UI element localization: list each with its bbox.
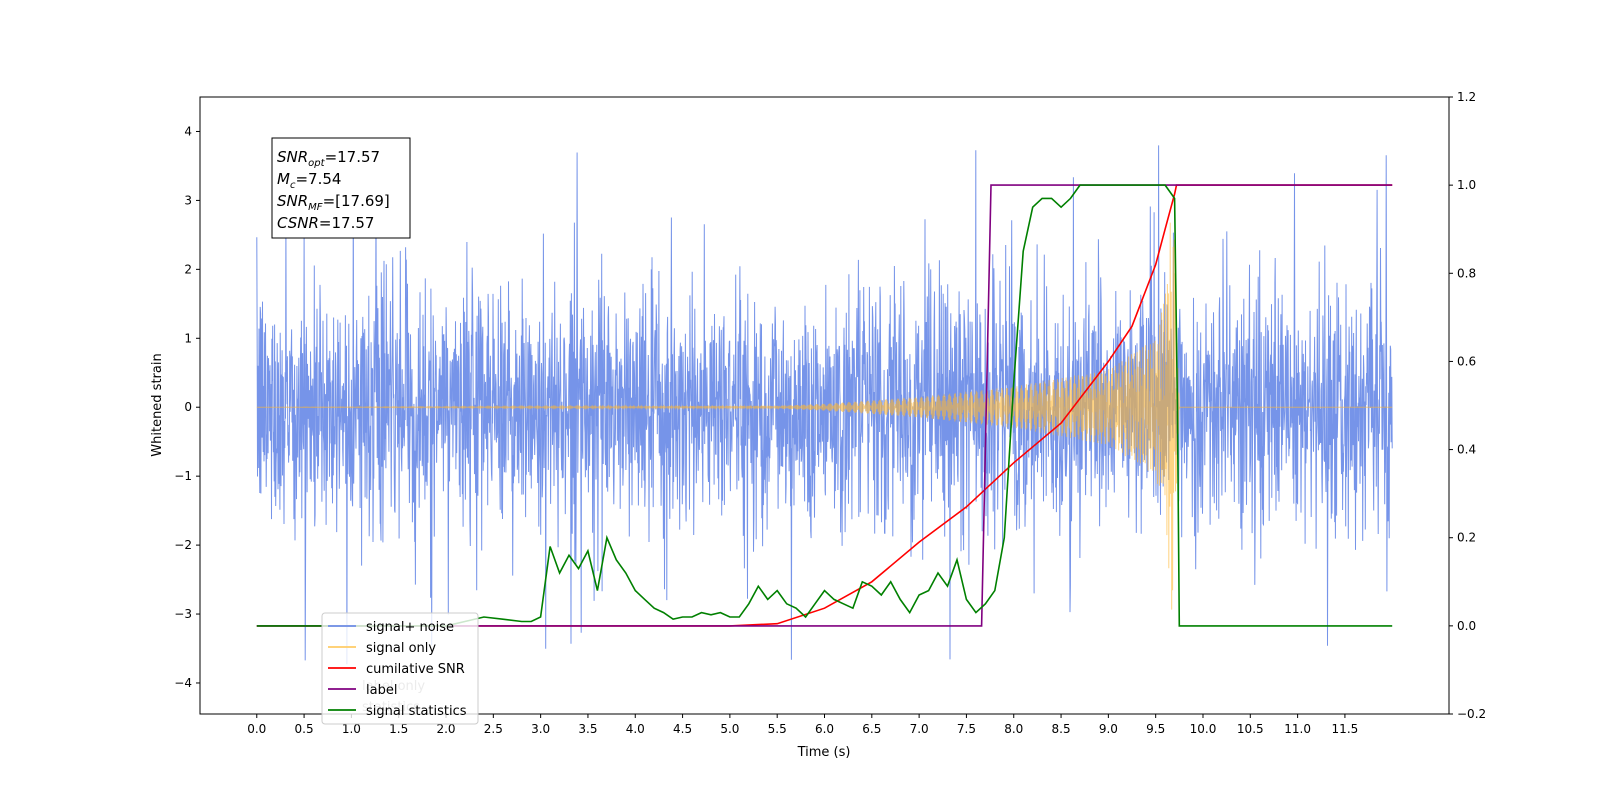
annotation-line: CSNR=17.57 <box>277 214 374 232</box>
y-left-tick-label: −2 <box>174 538 192 552</box>
x-tick-label: 7.5 <box>957 722 976 736</box>
y-right-tick-label: 0.4 <box>1457 443 1476 457</box>
x-axis-label: Time (s) <box>797 745 851 760</box>
y-right-tick-label: 0.6 <box>1457 354 1476 368</box>
y-left-tick-label: 2 <box>184 262 192 276</box>
x-tick-label: 2.0 <box>436 722 455 736</box>
annotation-frame <box>271 137 411 239</box>
x-tick-label: 5.5 <box>768 722 787 736</box>
metrics-annotation-box: SNRopt=17.57Mc=7.54SNRMF=[17.69]CSNR=17.… <box>271 137 411 239</box>
legend: label onlystatisticssignal+ noisesignal … <box>321 612 479 725</box>
x-tick-label: 2.5 <box>484 722 503 736</box>
x-tick-label: 6.0 <box>815 722 834 736</box>
y-axis-left: −4 −3 −2 −1 0 1 2 3 4 <box>174 124 200 690</box>
series-signal-only <box>256 222 1393 610</box>
y-right-tick-label: 0.8 <box>1457 266 1476 280</box>
y-axis-right: −0.2 0.0 0.2 0.4 0.6 0.8 1.0 1.2 <box>1449 90 1486 721</box>
x-tick-label: 8.5 <box>1052 722 1071 736</box>
x-tick-label: 4.0 <box>626 722 645 736</box>
series-signal-plus-noise <box>256 145 1393 665</box>
y-right-tick-label: −0.2 <box>1457 707 1486 721</box>
legend-entry-label: signal statistics <box>366 704 467 719</box>
series-signal-statistics <box>256 184 1393 627</box>
y-left-tick-label: −4 <box>174 676 192 690</box>
x-tick-label: 4.5 <box>673 722 692 736</box>
annotation-line: SNRMF=[17.69] <box>277 192 390 213</box>
x-tick-label: 0.5 <box>295 722 314 736</box>
x-tick-label: 3.0 <box>531 722 550 736</box>
x-tick-label: 10.5 <box>1237 722 1264 736</box>
x-tick-label: 1.0 <box>342 722 361 736</box>
legend-entry-label: signal+ noise <box>366 620 454 635</box>
x-tick-label: 11.5 <box>1332 722 1359 736</box>
y-left-tick-label: 3 <box>184 193 192 207</box>
x-tick-label: 6.5 <box>862 722 881 736</box>
y-right-tick-label: 1.0 <box>1457 178 1476 192</box>
x-tick-label: 8.0 <box>1004 722 1023 736</box>
x-tick-label: 0.0 <box>247 722 266 736</box>
legend-entry-label: signal only <box>366 641 436 656</box>
x-tick-label: 1.5 <box>389 722 408 736</box>
x-tick-label: 11.0 <box>1284 722 1311 736</box>
series-cumilative-snr <box>256 184 1393 627</box>
y-left-tick-label: −3 <box>174 607 192 621</box>
y-right-tick-label: 0.2 <box>1457 531 1476 545</box>
series-layer <box>256 145 1393 665</box>
y-left-tick-label: 4 <box>184 124 192 138</box>
y-left-tick-label: 0 <box>184 400 192 414</box>
y-right-tick-label: 1.2 <box>1457 90 1476 104</box>
annotation-line: SNRopt=17.57 <box>277 148 380 169</box>
x-tick-label: 9.0 <box>1099 722 1118 736</box>
x-tick-label: 5.0 <box>720 722 739 736</box>
x-tick-label: 10.0 <box>1190 722 1217 736</box>
y-left-tick-label: 1 <box>184 331 192 345</box>
x-tick-label: 7.0 <box>910 722 929 736</box>
y-axis-label: Whitened strain <box>150 353 165 456</box>
x-tick-label: 3.5 <box>578 722 597 736</box>
legend-frame <box>321 612 479 725</box>
legend-entry-label: cumilative SNR <box>366 662 465 677</box>
y-left-tick-label: −1 <box>174 469 192 483</box>
x-axis: 0.0 0.5 1.0 1.5 2.0 2.5 3.0 3.5 4.0 4.5 5.0 5.5 6.0 6… <box>247 714 1358 736</box>
legend-entry-label: label <box>366 683 397 698</box>
x-tick-label: 9.5 <box>1146 722 1165 736</box>
series-label <box>256 184 1393 627</box>
annotation-line: Mc=7.54 <box>277 170 341 191</box>
y-right-tick-label: 0.0 <box>1457 619 1476 633</box>
